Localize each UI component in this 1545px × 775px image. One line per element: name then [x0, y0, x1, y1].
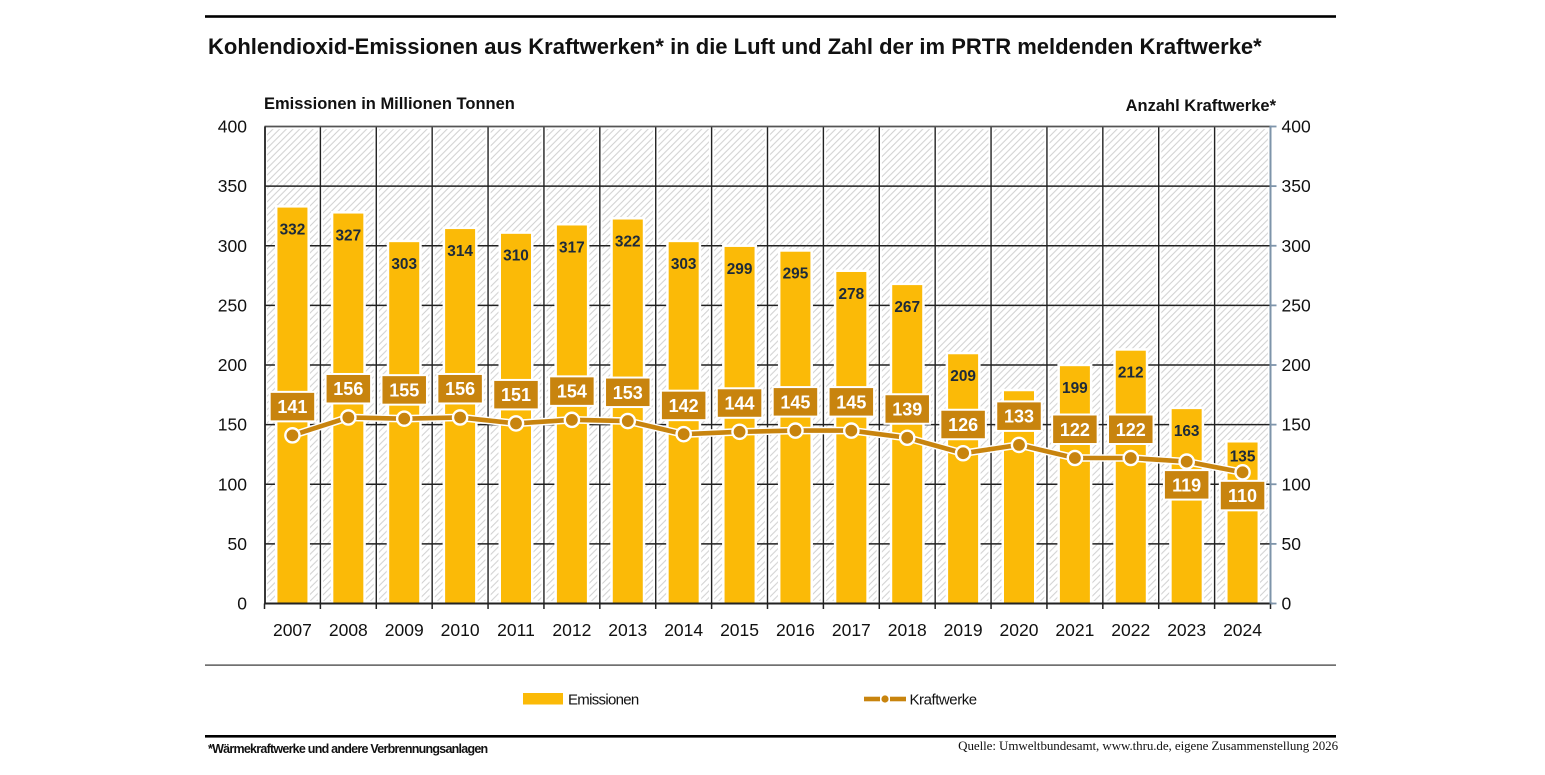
svg-text:153: 153: [613, 383, 643, 403]
svg-text:0: 0: [1282, 594, 1292, 614]
svg-text:133: 133: [1004, 407, 1034, 427]
svg-text:300: 300: [1282, 236, 1311, 256]
svg-text:303: 303: [671, 256, 697, 273]
svg-text:2015: 2015: [720, 620, 759, 640]
svg-text:Anzahl Kraftwerke*: Anzahl Kraftwerke*: [1126, 97, 1277, 115]
svg-text:400: 400: [1282, 117, 1311, 137]
svg-text:332: 332: [280, 221, 306, 238]
svg-text:Kraftwerke: Kraftwerke: [910, 692, 977, 709]
svg-text:151: 151: [501, 385, 531, 405]
svg-text:50: 50: [228, 534, 248, 554]
svg-text:2021: 2021: [1055, 620, 1094, 640]
svg-text:267: 267: [894, 299, 920, 316]
svg-text:2010: 2010: [441, 620, 480, 640]
svg-text:2023: 2023: [1167, 620, 1206, 640]
svg-text:2020: 2020: [1000, 620, 1039, 640]
svg-text:0: 0: [237, 594, 247, 614]
svg-text:119: 119: [1172, 475, 1201, 495]
svg-text:2013: 2013: [608, 620, 647, 640]
svg-text:163: 163: [1174, 423, 1200, 440]
svg-text:400: 400: [218, 117, 247, 137]
svg-text:*Wärmekraftwerke und andere Ve: *Wärmekraftwerke und andere Verbrennungs…: [208, 742, 488, 756]
svg-text:250: 250: [1282, 295, 1311, 315]
svg-text:155: 155: [389, 380, 419, 400]
svg-text:139: 139: [892, 399, 922, 419]
svg-text:317: 317: [559, 239, 585, 256]
svg-text:200: 200: [1282, 355, 1311, 375]
svg-text:Quelle: Umweltbundesamt, www.t: Quelle: Umweltbundesamt, www.thru.de, ei…: [958, 738, 1338, 753]
svg-text:2017: 2017: [832, 620, 871, 640]
svg-text:299: 299: [727, 261, 753, 278]
svg-text:303: 303: [391, 256, 417, 273]
svg-text:50: 50: [1282, 534, 1302, 554]
svg-text:2016: 2016: [776, 620, 815, 640]
svg-text:150: 150: [1282, 415, 1311, 435]
svg-text:278: 278: [838, 286, 864, 303]
svg-text:122: 122: [1116, 420, 1146, 440]
svg-text:310: 310: [503, 248, 529, 265]
svg-text:154: 154: [557, 382, 587, 402]
svg-text:156: 156: [333, 379, 363, 399]
svg-text:141: 141: [277, 397, 307, 417]
svg-text:250: 250: [218, 295, 247, 315]
svg-text:145: 145: [780, 392, 810, 412]
svg-text:300: 300: [218, 236, 247, 256]
svg-text:126: 126: [948, 415, 978, 435]
svg-text:209: 209: [950, 368, 976, 385]
svg-text:2008: 2008: [329, 620, 368, 640]
svg-text:2009: 2009: [385, 620, 424, 640]
svg-text:142: 142: [669, 396, 699, 416]
svg-text:295: 295: [783, 266, 809, 283]
svg-text:156: 156: [445, 379, 475, 399]
svg-text:199: 199: [1062, 380, 1088, 397]
svg-text:110: 110: [1228, 486, 1257, 506]
svg-text:2018: 2018: [888, 620, 927, 640]
svg-text:Emissionen in Millionen Tonnen: Emissionen in Millionen Tonnen: [264, 95, 515, 113]
svg-text:100: 100: [1282, 474, 1311, 494]
svg-text:350: 350: [1282, 176, 1311, 196]
svg-text:135: 135: [1230, 448, 1256, 465]
svg-text:150: 150: [218, 415, 247, 435]
svg-text:2014: 2014: [664, 620, 703, 640]
svg-text:100: 100: [218, 474, 247, 494]
svg-text:350: 350: [218, 176, 247, 196]
svg-text:122: 122: [1060, 420, 1090, 440]
svg-text:200: 200: [218, 355, 247, 375]
svg-text:2019: 2019: [944, 620, 983, 640]
svg-text:314: 314: [447, 243, 473, 260]
svg-text:2011: 2011: [497, 620, 535, 640]
svg-text:144: 144: [725, 394, 755, 414]
svg-text:Emissionen: Emissionen: [568, 692, 639, 709]
svg-text:327: 327: [335, 227, 361, 244]
svg-text:2007: 2007: [273, 620, 312, 640]
svg-text:Kohlendioxid-Emissionen aus Kr: Kohlendioxid-Emissionen aus Kraftwerken*…: [208, 34, 1262, 59]
svg-text:322: 322: [615, 233, 641, 250]
svg-text:2024: 2024: [1223, 620, 1262, 640]
svg-text:145: 145: [836, 392, 866, 412]
svg-text:2022: 2022: [1111, 620, 1150, 640]
svg-text:2012: 2012: [552, 620, 591, 640]
svg-text:212: 212: [1118, 365, 1144, 382]
